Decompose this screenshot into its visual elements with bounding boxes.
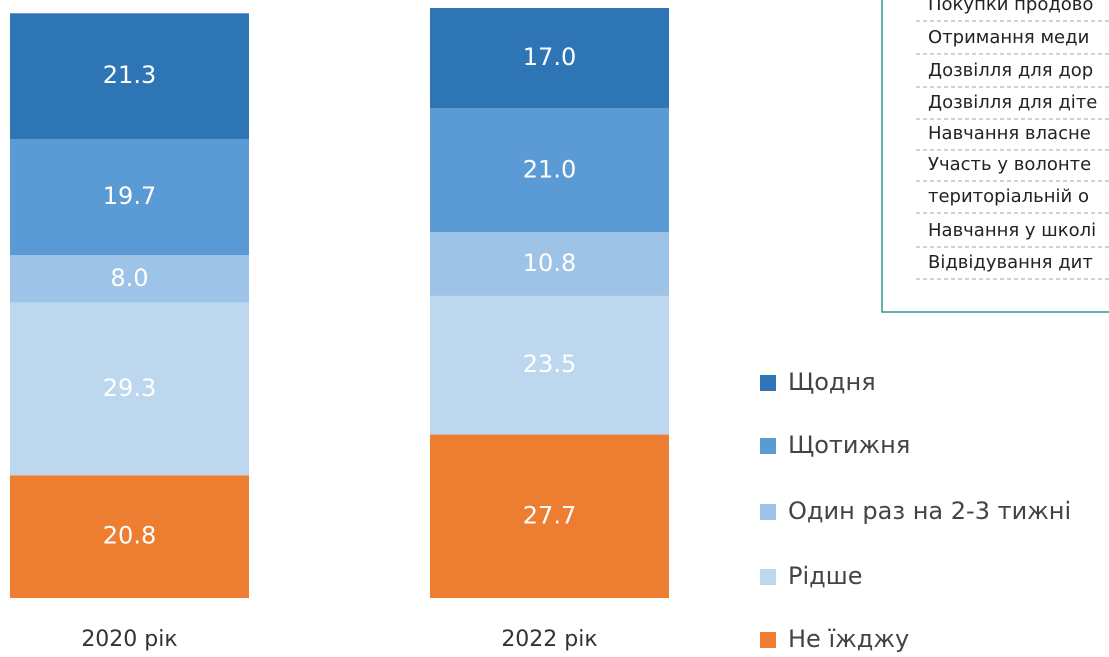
- panel-line: Отримання меди: [928, 27, 1089, 48]
- panel-line: Навчання власне: [928, 123, 1091, 144]
- legend-swatch: [760, 375, 776, 391]
- bar-segment: [430, 232, 669, 296]
- panel-line: Навчання у школі: [928, 220, 1096, 241]
- panel-line: Відвідування дит: [928, 252, 1093, 273]
- x-tick-label: 2022 рік: [501, 627, 597, 652]
- panel-box: [881, 0, 1109, 313]
- legend-label: Не їжджу: [788, 625, 909, 653]
- bar-segment: [10, 138, 249, 256]
- legend-swatch: [760, 569, 776, 585]
- x-tick-label: 2020 рік: [81, 627, 177, 652]
- bar-segment: [10, 13, 249, 139]
- panel-line: Дозвілля для дор: [928, 60, 1093, 81]
- legend-label: Рідше: [788, 562, 862, 590]
- legend-label: Один раз на 2-3 тижні: [788, 497, 1071, 525]
- panel-line: Покупки продово: [928, 0, 1093, 15]
- bar-segment: [430, 8, 669, 109]
- legend-swatch: [760, 632, 776, 648]
- panel-line: територіальній о: [928, 186, 1089, 207]
- bar-segment: [430, 108, 669, 233]
- bar-segment: [10, 475, 249, 598]
- data-label: 23.5: [523, 350, 576, 378]
- data-label: 19.7: [103, 182, 156, 210]
- data-label: 17.0: [523, 43, 576, 71]
- data-label: 29.3: [103, 374, 156, 402]
- legend-swatch: [760, 504, 776, 520]
- legend-label: Щодня: [788, 368, 876, 396]
- panel-line: Дозвілля для діте: [928, 92, 1097, 113]
- bar-segment: [10, 255, 249, 303]
- bar-segment: [10, 302, 249, 476]
- legend-swatch: [760, 438, 776, 454]
- data-label: 8.0: [110, 264, 148, 292]
- legend-label: Щотижня: [788, 431, 910, 459]
- data-label: 20.8: [103, 522, 156, 550]
- data-label: 27.7: [523, 501, 576, 529]
- panel-line: Участь у волонте: [928, 154, 1091, 175]
- data-label: 21.3: [103, 61, 156, 89]
- bar-segment: [430, 434, 669, 598]
- data-label: 21.0: [523, 155, 576, 183]
- bar-segment: [430, 295, 669, 435]
- data-label: 10.8: [523, 249, 576, 277]
